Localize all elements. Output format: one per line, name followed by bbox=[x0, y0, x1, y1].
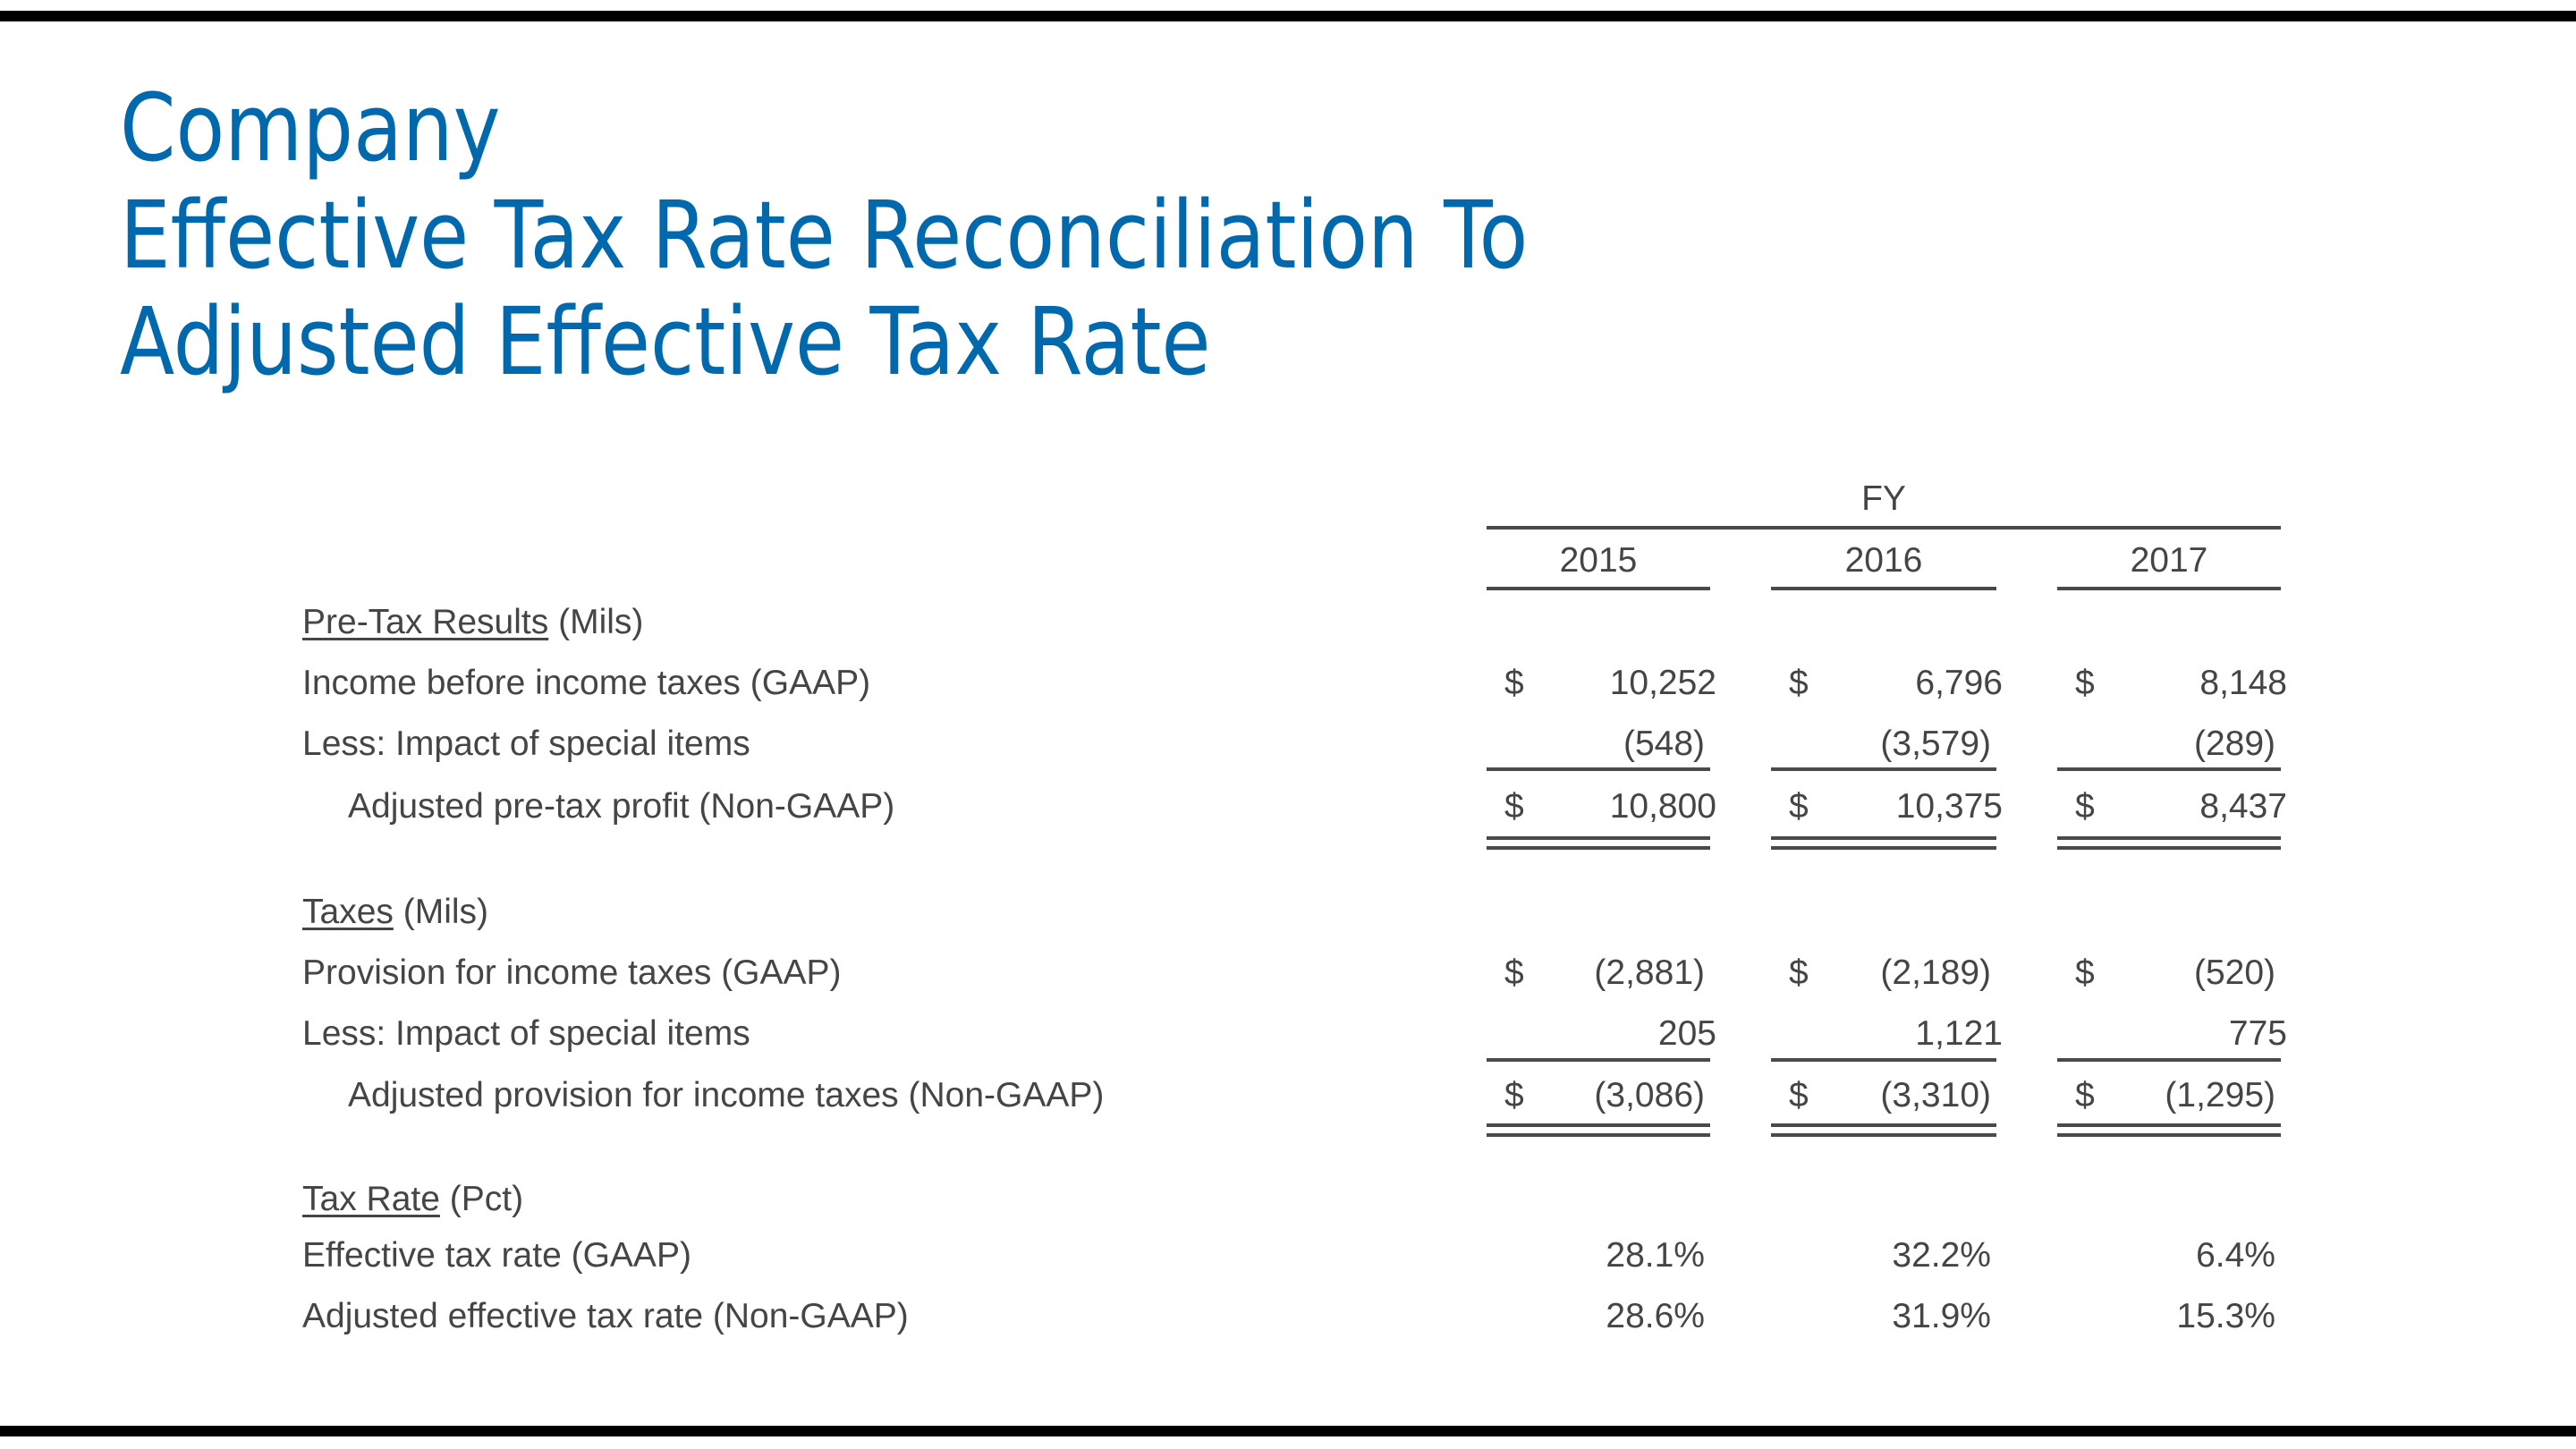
row-label: Adjusted pre-tax profit (Non-GAAP) bbox=[348, 787, 895, 826]
cell-value: (548) bbox=[1623, 724, 1705, 763]
subtotal-rule bbox=[1487, 767, 1710, 771]
top-border bbox=[0, 11, 2576, 21]
section-title: Tax Rate bbox=[302, 1180, 440, 1218]
total-double-rule bbox=[2057, 1133, 2281, 1137]
cell-value: 10,800 bbox=[1609, 787, 1716, 826]
subtotal-rule bbox=[1771, 1058, 1996, 1062]
dollar-sign: $ bbox=[1504, 787, 1524, 826]
dollar-sign: $ bbox=[1504, 1076, 1524, 1114]
total-double-rule bbox=[2057, 1123, 2281, 1127]
row-label: Provision for income taxes (GAAP) bbox=[302, 953, 842, 992]
cell-value: 32.2% bbox=[1892, 1236, 1991, 1275]
row-label: Less: Impact of special items bbox=[302, 724, 750, 763]
cell-value: 15.3% bbox=[2176, 1297, 2275, 1335]
dollar-sign: $ bbox=[2075, 664, 2095, 702]
dollar-sign: $ bbox=[2075, 787, 2095, 826]
year-header: 2015 bbox=[1559, 541, 1638, 580]
section-unit: (Mils) bbox=[402, 893, 489, 931]
cell-value: 6,796 bbox=[1915, 664, 2003, 702]
cell-value: 28.6% bbox=[1606, 1297, 1705, 1335]
total-double-rule bbox=[1771, 1133, 1996, 1137]
subtotal-rule bbox=[2057, 767, 2281, 771]
cell-value: (289) bbox=[2193, 724, 2275, 763]
dollar-sign: $ bbox=[1789, 953, 1809, 992]
section-heading: Tax Rate (Pct) bbox=[302, 1179, 523, 1220]
cell-value: 31.9% bbox=[1892, 1297, 1991, 1335]
section-heading: Pre-Tax Results (Mils) bbox=[302, 602, 643, 643]
section-unit: (Mils) bbox=[558, 603, 644, 641]
total-double-rule bbox=[1487, 836, 1710, 840]
cell-value: (3,086) bbox=[1594, 1076, 1705, 1114]
cell-value: (2,881) bbox=[1594, 953, 1705, 992]
year-header: 2017 bbox=[2130, 541, 2208, 580]
cell-value: (3,579) bbox=[1880, 724, 1991, 763]
dollar-sign: $ bbox=[1789, 664, 1809, 702]
cell-value: 775 bbox=[2228, 1014, 2287, 1053]
total-double-rule bbox=[1487, 846, 1710, 850]
row-label: Adjusted provision for income taxes (Non… bbox=[348, 1076, 1105, 1114]
section-title: Taxes bbox=[302, 893, 394, 931]
cell-value: (1,295) bbox=[2165, 1076, 2275, 1114]
cell-value: 205 bbox=[1657, 1014, 1716, 1053]
cell-value: 6.4% bbox=[2196, 1236, 2275, 1275]
cell-value: 8,437 bbox=[2199, 787, 2287, 826]
header-rule bbox=[2057, 587, 2281, 590]
total-double-rule bbox=[2057, 836, 2281, 840]
dollar-sign: $ bbox=[2075, 953, 2095, 992]
title-line-1: Company bbox=[120, 73, 501, 182]
total-double-rule bbox=[1487, 1123, 1710, 1127]
cell-value: (520) bbox=[2193, 953, 2275, 992]
total-double-rule bbox=[1771, 1123, 1996, 1127]
total-double-rule bbox=[1771, 836, 1996, 840]
section-title: Pre-Tax Results bbox=[302, 603, 549, 641]
row-label: Effective tax rate (GAAP) bbox=[302, 1236, 691, 1275]
title-line-2: Effective Tax Rate Reconciliation To bbox=[120, 181, 1529, 290]
row-label: Less: Impact of special items bbox=[302, 1014, 750, 1053]
section-heading: Taxes (Mils) bbox=[302, 892, 488, 933]
dollar-sign: $ bbox=[1789, 787, 1809, 826]
cell-value: (3,310) bbox=[1880, 1076, 1991, 1114]
subtotal-rule bbox=[2057, 1058, 2281, 1062]
dollar-sign: $ bbox=[1504, 953, 1524, 992]
fy-rule bbox=[1487, 526, 2281, 530]
total-double-rule bbox=[1487, 1133, 1710, 1137]
row-label: Income before income taxes (GAAP) bbox=[302, 664, 871, 702]
total-double-rule bbox=[2057, 846, 2281, 850]
total-double-rule bbox=[1771, 846, 1996, 850]
cell-value: 28.1% bbox=[1606, 1236, 1705, 1275]
fy-header: FY bbox=[1861, 479, 1906, 518]
header-rule bbox=[1487, 587, 1710, 590]
dollar-sign: $ bbox=[1789, 1076, 1809, 1114]
cell-value: 1,121 bbox=[1915, 1014, 2003, 1053]
cell-value: 8,148 bbox=[2199, 664, 2287, 702]
subtotal-rule bbox=[1771, 767, 1996, 771]
section-unit: (Pct) bbox=[449, 1180, 524, 1218]
year-header: 2016 bbox=[1844, 541, 1923, 580]
dollar-sign: $ bbox=[2075, 1076, 2095, 1114]
cell-value: 10,375 bbox=[1895, 787, 2003, 826]
subtotal-rule bbox=[1487, 1058, 1710, 1062]
header-rule bbox=[1771, 587, 1996, 590]
bottom-border bbox=[0, 1426, 2576, 1436]
title-line-3: Adjusted Effective Tax Rate bbox=[120, 287, 1211, 396]
cell-value: 10,252 bbox=[1609, 664, 1716, 702]
row-label: Adjusted effective tax rate (Non-GAAP) bbox=[302, 1297, 909, 1335]
cell-value: (2,189) bbox=[1880, 953, 1991, 992]
dollar-sign: $ bbox=[1504, 664, 1524, 702]
